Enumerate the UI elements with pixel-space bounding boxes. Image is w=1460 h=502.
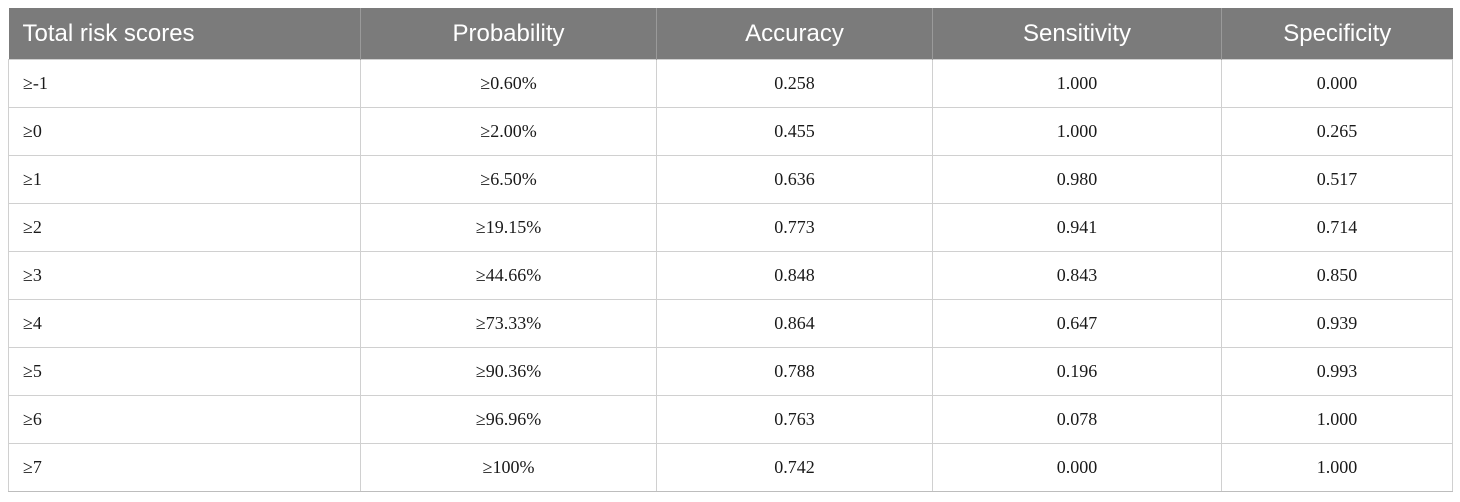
table-row: ≥4 ≥73.33% 0.864 0.647 0.939 [8, 299, 1453, 348]
cell-accuracy: 0.848 [656, 251, 933, 300]
cell-total-risk-score: ≥0 [8, 107, 361, 156]
header-probability: Probability [360, 8, 657, 60]
header-total-risk-scores: Total risk scores [8, 8, 361, 60]
cell-sensitivity: 1.000 [932, 107, 1222, 156]
cell-sensitivity: 0.941 [932, 203, 1222, 252]
cell-probability: ≥90.36% [360, 347, 657, 396]
cell-specificity: 1.000 [1221, 443, 1453, 492]
cell-specificity: 0.000 [1221, 59, 1453, 108]
cell-probability: ≥6.50% [360, 155, 657, 204]
table-row: ≥3 ≥44.66% 0.848 0.843 0.850 [8, 251, 1453, 300]
table-body: ≥-1 ≥0.60% 0.258 1.000 0.000 ≥0 ≥2.00% 0… [8, 59, 1453, 492]
cell-total-risk-score: ≥6 [8, 395, 361, 444]
table-row: ≥-1 ≥0.60% 0.258 1.000 0.000 [8, 59, 1453, 108]
risk-score-table: Total risk scores Probability Accuracy S… [8, 8, 1453, 492]
cell-probability: ≥0.60% [360, 59, 657, 108]
table-row: ≥1 ≥6.50% 0.636 0.980 0.517 [8, 155, 1453, 204]
cell-probability: ≥44.66% [360, 251, 657, 300]
header-sensitivity: Sensitivity [932, 8, 1222, 60]
cell-probability: ≥73.33% [360, 299, 657, 348]
cell-sensitivity: 0.980 [932, 155, 1222, 204]
cell-accuracy: 0.455 [656, 107, 933, 156]
cell-accuracy: 0.773 [656, 203, 933, 252]
cell-accuracy: 0.742 [656, 443, 933, 492]
cell-sensitivity: 1.000 [932, 59, 1222, 108]
cell-sensitivity: 0.843 [932, 251, 1222, 300]
cell-specificity: 0.850 [1221, 251, 1453, 300]
cell-sensitivity: 0.647 [932, 299, 1222, 348]
cell-specificity: 0.939 [1221, 299, 1453, 348]
cell-sensitivity: 0.000 [932, 443, 1222, 492]
table-row: ≥6 ≥96.96% 0.763 0.078 1.000 [8, 395, 1453, 444]
cell-sensitivity: 0.196 [932, 347, 1222, 396]
cell-total-risk-score: ≥5 [8, 347, 361, 396]
cell-total-risk-score: ≥2 [8, 203, 361, 252]
cell-total-risk-score: ≥7 [8, 443, 361, 492]
cell-specificity: 0.714 [1221, 203, 1453, 252]
cell-specificity: 0.993 [1221, 347, 1453, 396]
table-row: ≥5 ≥90.36% 0.788 0.196 0.993 [8, 347, 1453, 396]
cell-accuracy: 0.788 [656, 347, 933, 396]
header-accuracy: Accuracy [656, 8, 933, 60]
cell-accuracy: 0.258 [656, 59, 933, 108]
cell-total-risk-score: ≥3 [8, 251, 361, 300]
table-header: Total risk scores Probability Accuracy S… [8, 8, 1453, 60]
cell-total-risk-score: ≥-1 [8, 59, 361, 108]
cell-total-risk-score: ≥4 [8, 299, 361, 348]
cell-specificity: 1.000 [1221, 395, 1453, 444]
cell-specificity: 0.517 [1221, 155, 1453, 204]
cell-accuracy: 0.763 [656, 395, 933, 444]
cell-total-risk-score: ≥1 [8, 155, 361, 204]
risk-score-table-container: Total risk scores Probability Accuracy S… [8, 8, 1453, 492]
cell-sensitivity: 0.078 [932, 395, 1222, 444]
header-specificity: Specificity [1221, 8, 1453, 60]
cell-accuracy: 0.864 [656, 299, 933, 348]
cell-probability: ≥2.00% [360, 107, 657, 156]
table-row: ≥2 ≥19.15% 0.773 0.941 0.714 [8, 203, 1453, 252]
table-row: ≥0 ≥2.00% 0.455 1.000 0.265 [8, 107, 1453, 156]
cell-specificity: 0.265 [1221, 107, 1453, 156]
cell-probability: ≥19.15% [360, 203, 657, 252]
header-row: Total risk scores Probability Accuracy S… [8, 8, 1453, 60]
table-row: ≥7 ≥100% 0.742 0.000 1.000 [8, 443, 1453, 492]
cell-accuracy: 0.636 [656, 155, 933, 204]
cell-probability: ≥100% [360, 443, 657, 492]
cell-probability: ≥96.96% [360, 395, 657, 444]
